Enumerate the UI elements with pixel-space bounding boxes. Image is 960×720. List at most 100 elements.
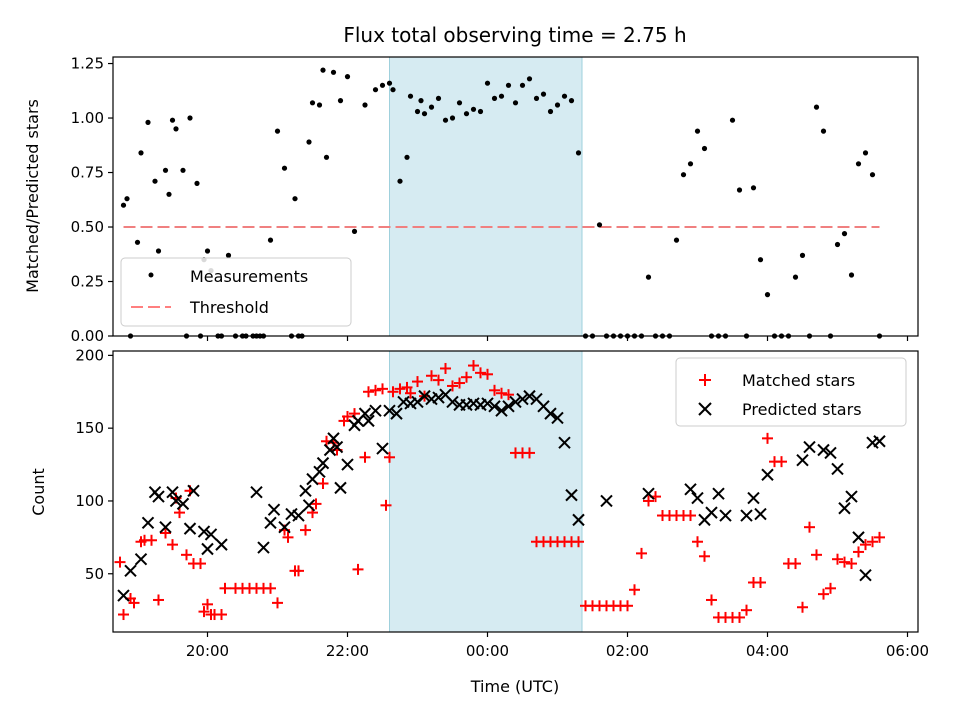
measurement-point bbox=[687, 161, 694, 167]
predicted-star-point bbox=[316, 456, 330, 470]
measurement-point bbox=[855, 161, 862, 167]
predicted-star-point bbox=[327, 432, 340, 445]
matched-star-point bbox=[317, 477, 329, 489]
matched-star-point bbox=[198, 606, 210, 618]
predicted-stars-legend-marker bbox=[698, 402, 712, 416]
predicted-stars-series bbox=[117, 388, 886, 602]
predicted-star-point bbox=[796, 453, 809, 467]
measurement-point bbox=[498, 93, 505, 99]
measurement-point bbox=[694, 128, 701, 134]
matched-star-point bbox=[685, 510, 696, 522]
y-tick-label: 0.00 bbox=[71, 327, 104, 345]
measurement-point bbox=[792, 274, 799, 280]
matched-star-point bbox=[825, 582, 836, 594]
measurement-point bbox=[505, 82, 512, 88]
measurement-point bbox=[418, 98, 424, 104]
predicted-star-point bbox=[330, 440, 344, 454]
predicted-star-point bbox=[551, 411, 564, 425]
measurement-point bbox=[155, 248, 162, 254]
predicted-star-point bbox=[481, 397, 494, 410]
x-tick-label: 02:00 bbox=[606, 642, 649, 660]
matched-star-point bbox=[167, 539, 178, 551]
matched-star-point bbox=[293, 565, 304, 577]
predicted-star-point bbox=[313, 465, 326, 479]
y-tick-label: 100 bbox=[75, 492, 104, 510]
predicted-star-point bbox=[362, 414, 375, 428]
measurement-point bbox=[673, 237, 680, 243]
matched-star-point bbox=[118, 609, 129, 621]
y-tick-label: 200 bbox=[75, 346, 104, 364]
x-tick-label: 06:00 bbox=[886, 642, 929, 660]
x-tick-label: 04:00 bbox=[746, 642, 789, 660]
measurement-point bbox=[456, 100, 463, 106]
matched-star-point bbox=[699, 550, 710, 562]
predicted-star-point bbox=[691, 491, 704, 505]
measurement-point bbox=[169, 117, 176, 123]
matched-star-point bbox=[174, 507, 185, 519]
predicted-star-point bbox=[169, 494, 183, 508]
matched-star-point bbox=[310, 498, 322, 510]
matched-star-point bbox=[622, 600, 633, 612]
measurement-point bbox=[841, 231, 848, 237]
bottom-x-axis: 20:00 22:00 00:00 02:00 04:00 06:00 bbox=[186, 632, 929, 660]
matched-star-point bbox=[272, 597, 283, 609]
threshold-legend-label: Threshold bbox=[189, 298, 269, 317]
predicted-star-point bbox=[176, 497, 190, 511]
matched-star-point bbox=[394, 383, 406, 395]
predicted-star-point bbox=[141, 516, 155, 530]
matched-star-point bbox=[380, 499, 392, 511]
measurement-point bbox=[330, 69, 337, 75]
measurement-point bbox=[274, 128, 281, 134]
matched-star-point bbox=[370, 384, 381, 396]
predicted-star-point bbox=[684, 483, 697, 496]
measurement-point bbox=[470, 106, 477, 112]
measurement-point bbox=[442, 117, 449, 123]
matched-star-point bbox=[454, 377, 465, 389]
measurement-point bbox=[554, 102, 561, 108]
measurement-point bbox=[701, 145, 708, 152]
predicted-star-point bbox=[134, 552, 148, 566]
matched-star-point bbox=[629, 584, 640, 596]
measurement-point bbox=[540, 91, 547, 97]
matched-star-point bbox=[762, 432, 773, 444]
matched-star-point bbox=[524, 447, 535, 459]
x-axis-label: Time (UTC) bbox=[470, 677, 559, 696]
predicted-star-point bbox=[740, 509, 753, 522]
measurement-point bbox=[404, 154, 410, 160]
measurement-point bbox=[386, 80, 393, 86]
matched-star-point bbox=[342, 411, 353, 423]
predicted-star-point bbox=[299, 484, 312, 497]
measurement-point bbox=[162, 167, 169, 173]
predicted-star-point bbox=[754, 507, 767, 521]
measurement-point bbox=[397, 178, 403, 184]
observing-window-shade-bottom bbox=[389, 350, 583, 633]
bottom-legend-box bbox=[675, 357, 907, 427]
x-tick-label: 22:00 bbox=[326, 642, 369, 660]
matched-star-point bbox=[776, 456, 787, 468]
y-tick-label: 1.25 bbox=[71, 55, 104, 73]
matched-star-point bbox=[160, 527, 171, 539]
measurement-point bbox=[145, 119, 151, 125]
predicted-star-point bbox=[152, 490, 165, 503]
top-plot-frame bbox=[112, 56, 919, 337]
predicted-star-point bbox=[831, 462, 844, 476]
predicted-star-point bbox=[278, 520, 291, 534]
predicted-star-point bbox=[852, 531, 865, 544]
measurements-legend-label: Measurements bbox=[190, 267, 308, 286]
top-legend-box bbox=[120, 257, 352, 327]
matched-star-point bbox=[755, 576, 766, 588]
predicted-star-point bbox=[187, 484, 200, 497]
top-x-ticks bbox=[206, 336, 909, 341]
chart-title: Flux total observing time = 2.75 h bbox=[343, 23, 686, 47]
measurement-point bbox=[267, 237, 274, 243]
matched-star-point bbox=[790, 558, 801, 570]
measurement-point bbox=[596, 222, 603, 228]
matched-star-point bbox=[412, 376, 423, 388]
measurement-point bbox=[526, 76, 533, 82]
measurement-point bbox=[138, 150, 144, 156]
matched-star-point bbox=[811, 549, 822, 561]
predicted-star-point bbox=[215, 538, 228, 551]
measurement-point bbox=[799, 252, 806, 258]
predicted-star-point bbox=[719, 509, 732, 522]
matched-star-point bbox=[734, 611, 745, 623]
